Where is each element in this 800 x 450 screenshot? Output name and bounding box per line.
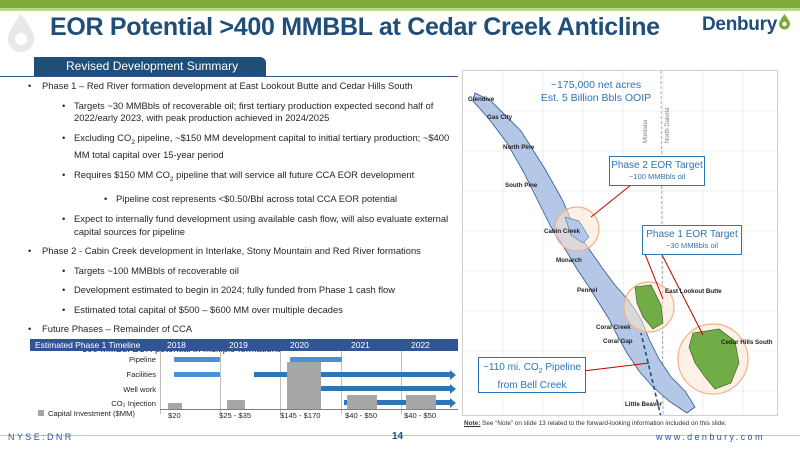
map-town-little-beaver: Little Beaver — [625, 401, 663, 408]
timeline-gridline — [401, 351, 402, 414]
phase1-subbullet: Targets ~30 MMBbls of recoverable oil; f… — [28, 100, 454, 125]
state-label-north-dakota: North Dakota — [665, 107, 671, 143]
map-town-monarch: Monarch — [556, 257, 582, 264]
brand-drop-icon — [779, 14, 790, 30]
footer-website-link[interactable]: www.denbury.com — [656, 432, 765, 442]
map-town-coral-gap: Coral Gap — [603, 338, 633, 345]
map-town-east-lookout-butte: East Lookout Butte — [665, 288, 722, 295]
capital-legend-swatch — [38, 410, 44, 416]
forward-looking-note: Note: See “Note” on slide 13 related to … — [464, 420, 727, 427]
timeline-gridline — [160, 351, 161, 414]
facilities-bar-2018 — [174, 372, 220, 377]
capital-bar-2018 — [168, 403, 182, 409]
pipeline-callout-line2: from Bell Creek — [497, 380, 567, 391]
facilities-arrow — [254, 369, 456, 380]
phase1-subbullet: Excluding CO2 pipeline, ~$150 MM develop… — [28, 132, 454, 162]
timeline-header: Estimated Phase 1 Timeline 2018 2019 202… — [30, 339, 458, 351]
map-town-south-pine: South Pine — [505, 182, 538, 189]
timeline-row-label: Pipeline — [128, 355, 156, 364]
map-town-pennel: Pennel — [577, 287, 598, 294]
timeline-year: 2021 — [351, 340, 370, 350]
timeline-gridline — [341, 351, 342, 414]
development-summary-list: Phase 1 – Red River formation developmen… — [28, 80, 454, 363]
timeline-year: 2018 — [167, 340, 186, 350]
phase1-subbullet: Requires $150 MM CO2 pipeline that will … — [28, 169, 454, 186]
section-tab: Revised Development Summary — [34, 57, 266, 76]
state-label-montana: Montana — [643, 119, 649, 143]
top-accent-band — [0, 0, 800, 8]
section-divider — [0, 76, 458, 77]
map-town-coral-creek: Coral Creek — [596, 324, 631, 331]
timeline-row-label: Well work — [123, 385, 156, 394]
map-town-glendive: Glendive — [468, 96, 495, 103]
capital-bar-2022 — [406, 395, 436, 409]
map-town-gas-city: Gas City — [487, 114, 513, 121]
phase2-target-callout: Phase 2 EOR Target ~100 MMBbls oil — [609, 156, 705, 186]
brand-logo-text: Denbury — [702, 14, 777, 35]
timeline-gridline — [220, 351, 221, 414]
phase2-subbullet: Estimated total capital of $500 – $600 M… — [28, 304, 454, 317]
phase2-subbullet: Development estimated to begin in 2024; … — [28, 284, 454, 297]
footer-ticker: NYSE:DNR — [8, 432, 74, 442]
capital-value: $20 — [168, 411, 181, 420]
capital-bar-2020 — [287, 362, 321, 409]
capital-baseline — [160, 409, 458, 410]
phase1-timeline: Estimated Phase 1 Timeline 2018 2019 202… — [30, 339, 458, 429]
phase1-target-title: Phase 1 EOR Target — [646, 229, 738, 240]
top-accent-band-light — [0, 8, 800, 11]
page-title: EOR Potential >400 MMBBL at Cedar Creek … — [50, 13, 660, 41]
timeline-title: Estimated Phase 1 Timeline — [35, 340, 141, 350]
capital-bar-2021 — [347, 395, 377, 409]
timeline-row-label: Facilities — [126, 370, 156, 379]
drop-logo-icon — [8, 14, 34, 52]
phase1-target-volume: ~30 MMBbls oil — [665, 241, 719, 250]
ooip-text: Est. 5 Billion Bbls OOIP — [540, 92, 652, 104]
co2-injection-arrow — [344, 397, 456, 408]
acreage-text: ~175,000 net acres — [550, 79, 642, 91]
pipeline-bar-2020 — [290, 357, 342, 362]
capital-value: $145 - $170 — [280, 411, 321, 420]
capital-value: $25 - $35 — [219, 411, 252, 420]
phase2-subbullet: Targets ~100 MMBbls of recoverable oil — [28, 265, 454, 278]
capital-value: $40 - $50 — [345, 411, 378, 420]
timeline-year: 2022 — [411, 340, 430, 350]
phase2-bullet: Phase 2 - Cabin Creek development in Int… — [28, 245, 454, 258]
map-town-north-pine: North Pine — [503, 144, 535, 151]
cca-map-graphic — [463, 71, 777, 415]
phase1-subsubbullet: Pipeline cost represents <$0.50/Bbl acro… — [28, 193, 454, 206]
footer-divider — [0, 435, 800, 436]
phase2-target-title: Phase 2 EOR Target — [611, 160, 703, 171]
phase1-subbullet: Expect to internally fund development us… — [28, 213, 454, 238]
capital-value: $40 - $50 — [404, 411, 437, 420]
acreage-callout: ~175,000 net acres Est. 5 Billion Bbls O… — [530, 79, 662, 105]
capital-legend-label: Capital Investment ($MM) — [48, 409, 135, 418]
phase2-target-volume: ~100 MMBbls oil — [628, 172, 686, 181]
timeline-year: 2020 — [290, 340, 309, 350]
future-phases-bullet: Future Phases – Remainder of CCA — [28, 323, 454, 336]
phase1-bullet: Phase 1 – Red River formation developmen… — [28, 80, 454, 93]
map-town-cabin-creek: Cabin Creek — [544, 228, 581, 235]
capital-bar-2019 — [227, 400, 245, 409]
timeline-year: 2019 — [229, 340, 248, 350]
map-town-cedar-hills-south: Cedar Hills South — [721, 339, 773, 346]
pipeline-callout-line1: ~110 mi. CO2 Pipeline — [483, 362, 581, 375]
pipeline-bar-2018 — [174, 357, 220, 362]
timeline-gridline — [280, 351, 281, 414]
timeline-row-label: CO₂ Injection — [111, 399, 156, 408]
pipeline-callout: ~110 mi. CO2 Pipeline from Bell Creek — [478, 357, 586, 393]
well-work-arrow — [310, 383, 456, 394]
phase1-target-callout: Phase 1 EOR Target ~30 MMBbls oil — [642, 225, 742, 255]
page-number: 14 — [392, 431, 404, 442]
